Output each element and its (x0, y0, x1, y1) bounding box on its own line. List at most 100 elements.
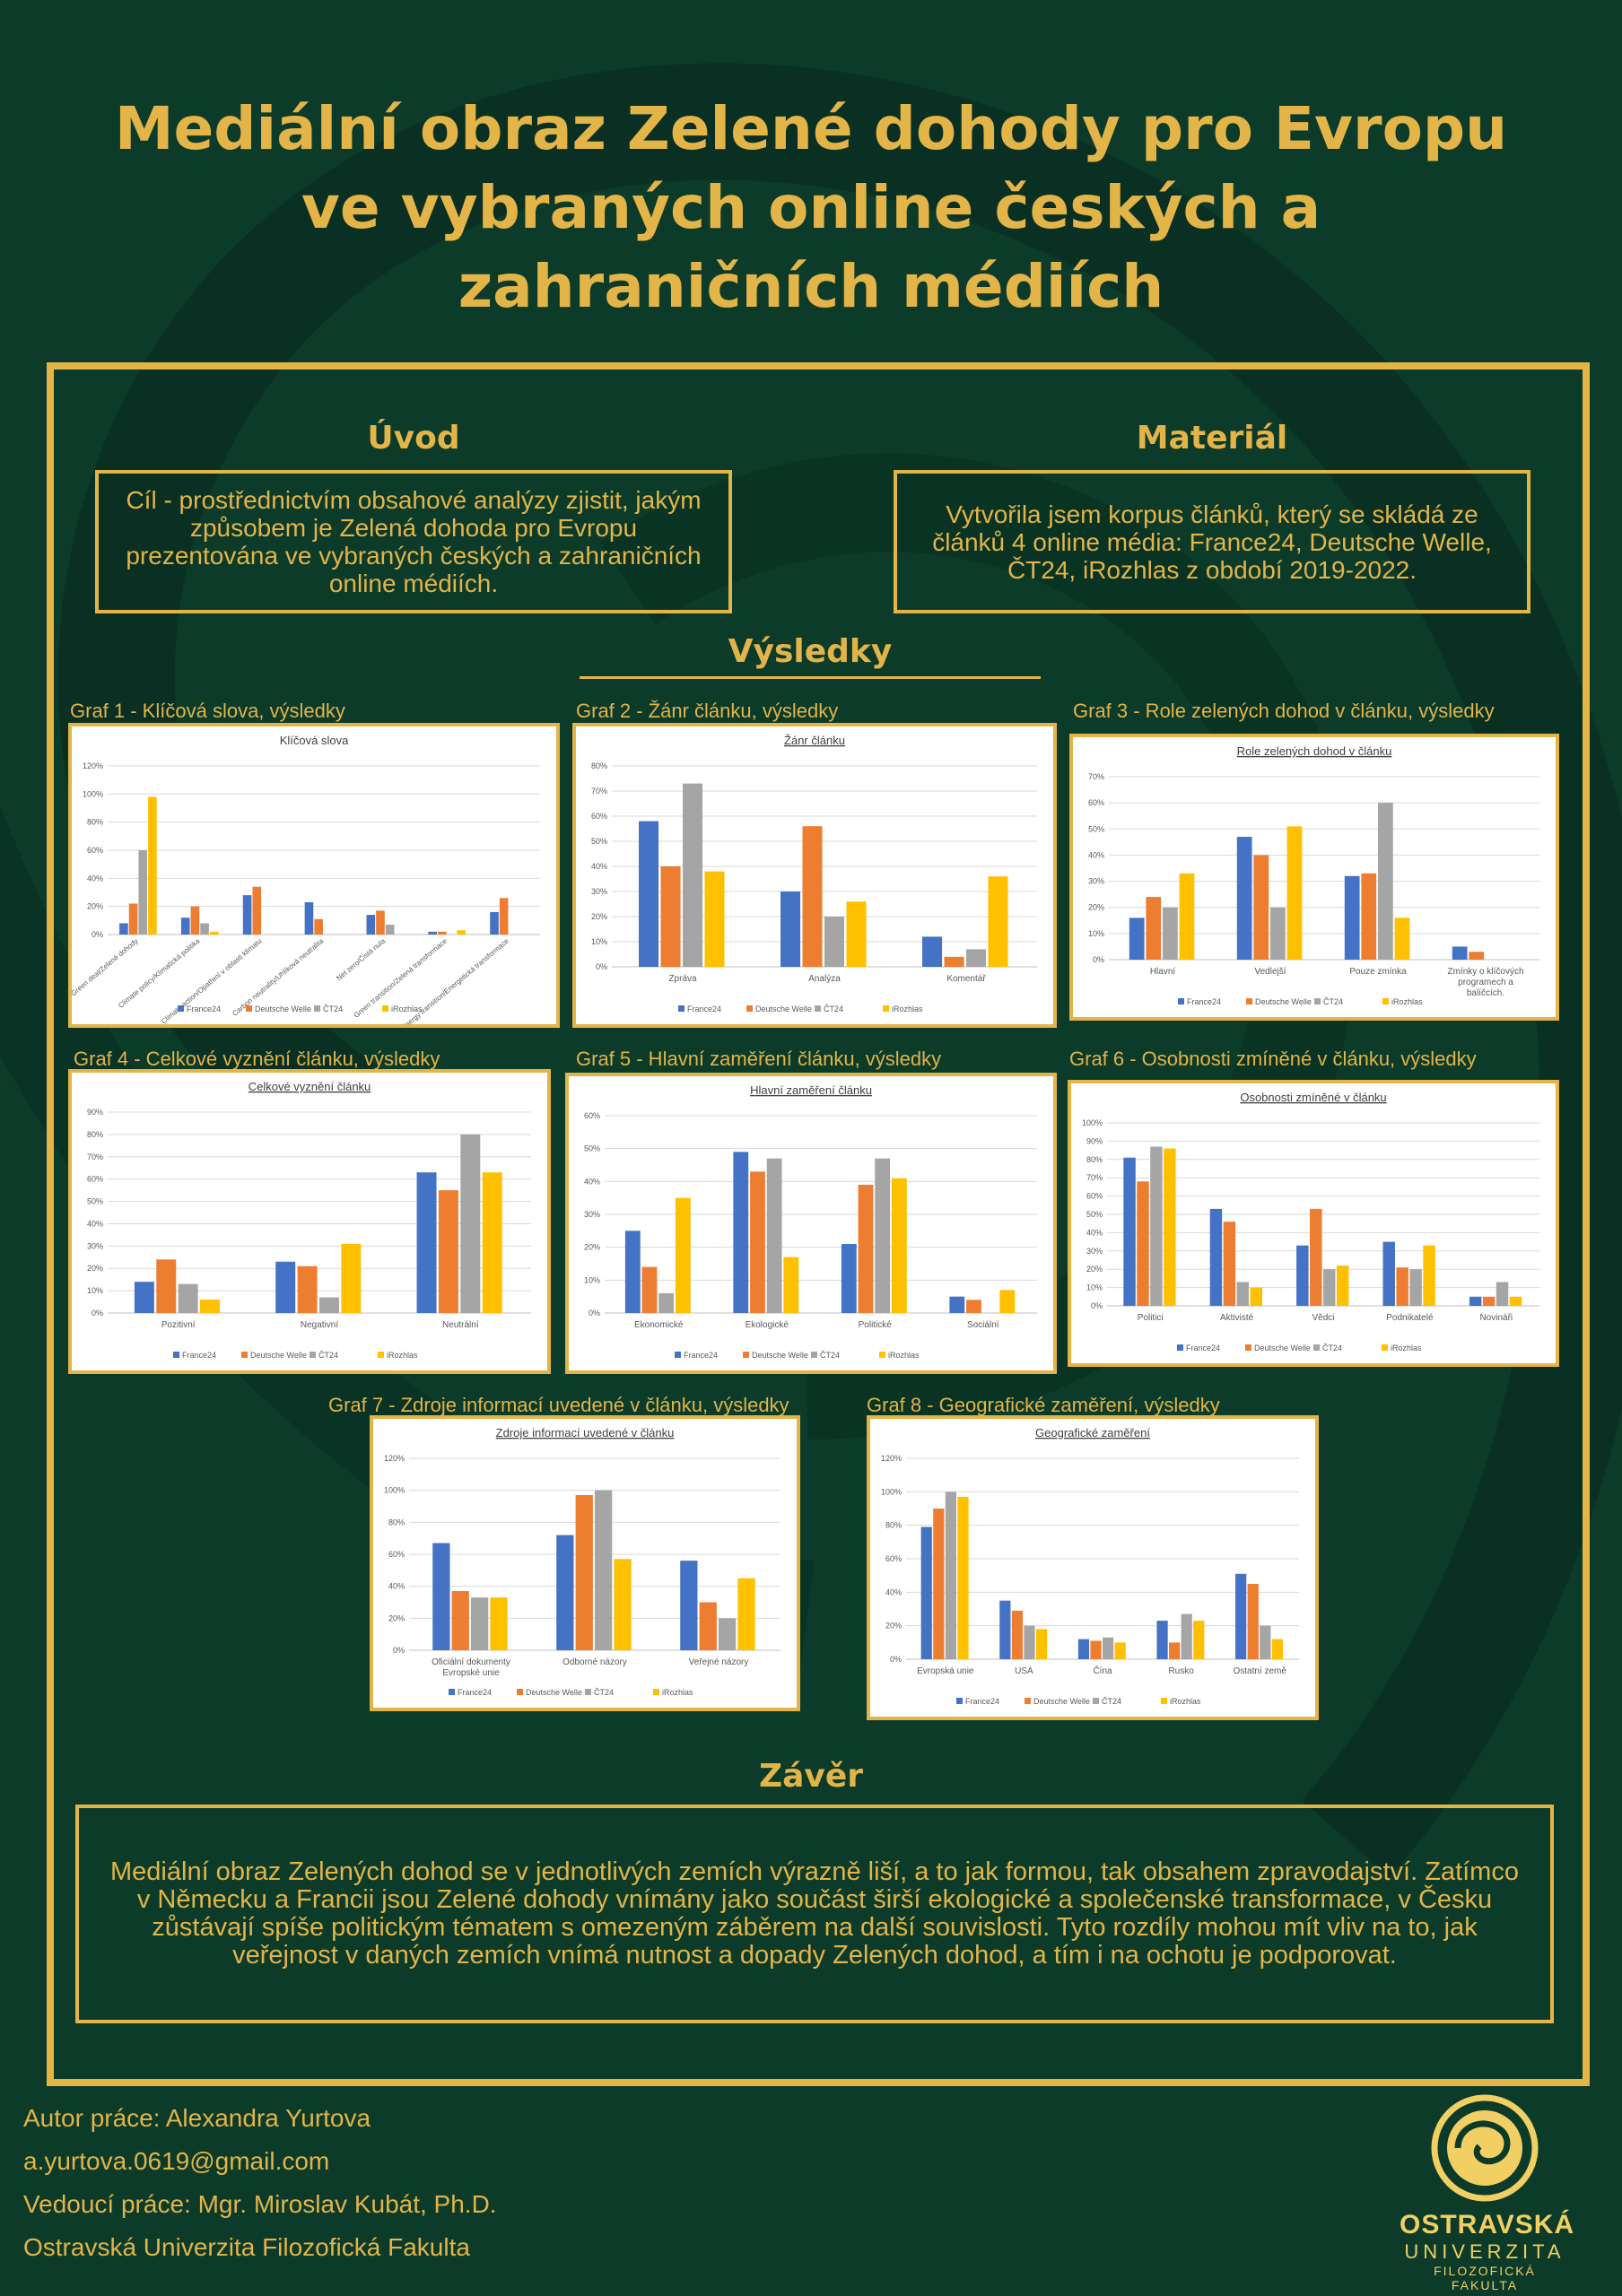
bar-deutsche-welle (802, 826, 823, 967)
bar-irozhlas (341, 1243, 362, 1313)
legend-label: ČT24 (1322, 1344, 1342, 1352)
bar-france24 (428, 931, 437, 935)
footer-email[interactable]: a.yurtova.0619@gmail.com (23, 2147, 330, 2175)
y-tick-label: 20% (87, 1264, 103, 1273)
y-tick-label: 60% (87, 1175, 103, 1184)
bar-irozhlas (1423, 1245, 1435, 1306)
legend-swatch (378, 1352, 384, 1358)
x-tick-label: Čína (1093, 1665, 1112, 1676)
bar-france24 (1209, 1208, 1223, 1306)
poster-title: Mediální obraz Zelené dohody pro Evropu … (114, 94, 1508, 321)
x-tick-label: Komentář (946, 974, 986, 984)
bar-deutsche-welle (451, 1591, 469, 1650)
bar-deutsche-welle (252, 886, 262, 935)
y-tick-label: 80% (591, 761, 607, 770)
bar-irozhlas (999, 1290, 1016, 1313)
bar-france24 (680, 1561, 698, 1650)
legend-swatch (1246, 998, 1252, 1004)
legend-swatch (310, 1352, 316, 1358)
conclusion-heading: Závěr (758, 1758, 864, 1795)
x-tick-label: Zpráva (668, 974, 697, 984)
y-tick-label: 20% (885, 1622, 902, 1631)
y-tick-label: 0% (596, 962, 607, 971)
y-tick-label: 60% (591, 812, 607, 821)
bar-deutsche-welle (1090, 1640, 1102, 1659)
chart-1: Klíčová slova 0% 20% 40% 60% 80% 100% 120% Green… (68, 723, 560, 1028)
chart-2-title: Žánr článku (784, 734, 845, 747)
results-heading: Výsledky (728, 633, 893, 670)
bar-france24 (999, 1600, 1011, 1659)
bar-france24 (922, 936, 943, 967)
bar-irozhlas (988, 876, 1008, 967)
bar-irozhlas (737, 1578, 755, 1650)
x-tick-label: Zmínky o klíčových programech a balíčcích. (1447, 967, 1523, 998)
bar-deutsche-welle (858, 1185, 874, 1313)
bar-čt24 (945, 1492, 957, 1659)
y-tick-label: 70% (1088, 772, 1104, 781)
x-tick-label: Rusko (1168, 1666, 1194, 1676)
bar-deutsche-welle (1482, 1296, 1496, 1306)
legend-swatch (241, 1352, 248, 1358)
y-tick-label: 10% (584, 1275, 600, 1284)
bar-irozhlas (1164, 1148, 1176, 1306)
bar-irozhlas (1286, 826, 1303, 960)
legend-swatch (883, 1005, 889, 1012)
legend-label: France24 (684, 1351, 718, 1360)
bar-irozhlas (1250, 1287, 1262, 1306)
legend-swatch (178, 1005, 184, 1012)
chart-2-svg: Žánr článku 0% 10% 20% 30% 40% 50% 60% 70% 80% Zpr… (591, 734, 1037, 1013)
legend-swatch (956, 1698, 963, 1704)
legend-swatch (1245, 1344, 1251, 1351)
legend-swatch (811, 1352, 817, 1358)
legend-swatch (1178, 998, 1184, 1004)
bar-deutsche-welle (944, 956, 964, 967)
x-tick-label: USA (1015, 1666, 1033, 1676)
bar-irozhlas (846, 901, 867, 967)
y-tick-label: 60% (1088, 798, 1104, 807)
graph-title-7: Graf 7 - Zdroje informací uvedené v člán… (328, 1394, 789, 1416)
bar-france24 (1382, 1241, 1395, 1306)
chart-4-title: Celkové vyznění článku (249, 1080, 371, 1093)
bar-france24 (1077, 1639, 1090, 1659)
legend-label: France24 (458, 1688, 492, 1697)
x-tick-label: Evropská unie (917, 1666, 974, 1676)
x-tick-label: Podnikatelé (1386, 1313, 1434, 1323)
x-tick-label: Sociální (967, 1320, 999, 1330)
logo-line-3: FILOZOFICKÁ FAKULTA (1434, 2264, 1536, 2292)
chart-6-svg: Osobnosti zmíněné v článku 0% 10% 20% 30% 40%… (1082, 1091, 1539, 1352)
y-tick-label: 80% (388, 1518, 405, 1526)
y-tick-label: 30% (584, 1210, 600, 1219)
logo-line-1: OSTRAVSKÁ (1400, 2210, 1575, 2239)
bar-deutsche-welle (1169, 1642, 1181, 1659)
legend-swatch (815, 1005, 821, 1012)
legend-swatch (1025, 1698, 1031, 1704)
bar-irozhlas (1179, 873, 1195, 960)
legend-label: ČT24 (594, 1688, 614, 1697)
bar-irozhlas (482, 1172, 502, 1313)
legend-swatch (678, 1005, 685, 1012)
legend-label: Deutsche Welle (255, 1004, 311, 1013)
bar-čt24 (875, 1158, 891, 1313)
x-tick-label: Ostatní země (1233, 1666, 1286, 1676)
legend-swatch (173, 1352, 179, 1358)
legend-label: iRozhlas (1170, 1697, 1201, 1706)
y-tick-label: 120% (384, 1454, 405, 1463)
material-box: Vytvořila jsem korpus článků, který se s… (894, 470, 1530, 613)
bar-irozhlas (1114, 1642, 1126, 1659)
bar-čt24 (824, 917, 845, 967)
bar-france24 (432, 1543, 450, 1650)
x-tick-label: Odborné názory (562, 1657, 627, 1667)
bar-čt24 (595, 1490, 613, 1650)
x-tick-label: Politické (859, 1320, 893, 1330)
bar-deutsche-welle (641, 1266, 658, 1313)
y-tick-label: 60% (1086, 1192, 1103, 1201)
x-tick-label: Veřejné názory (689, 1657, 749, 1667)
bar-irozhlas (200, 1300, 221, 1313)
x-tick-label: Neutrální (442, 1320, 479, 1330)
legend-label: iRozhlas (1391, 997, 1423, 1006)
chart-3-title: Role zelených dohod v článku (1237, 744, 1392, 758)
legend-label: France24 (1187, 997, 1221, 1006)
bar-čt24 (200, 923, 209, 935)
material-heading: Materiál (1136, 420, 1288, 457)
bar-irozhlas (209, 931, 219, 935)
